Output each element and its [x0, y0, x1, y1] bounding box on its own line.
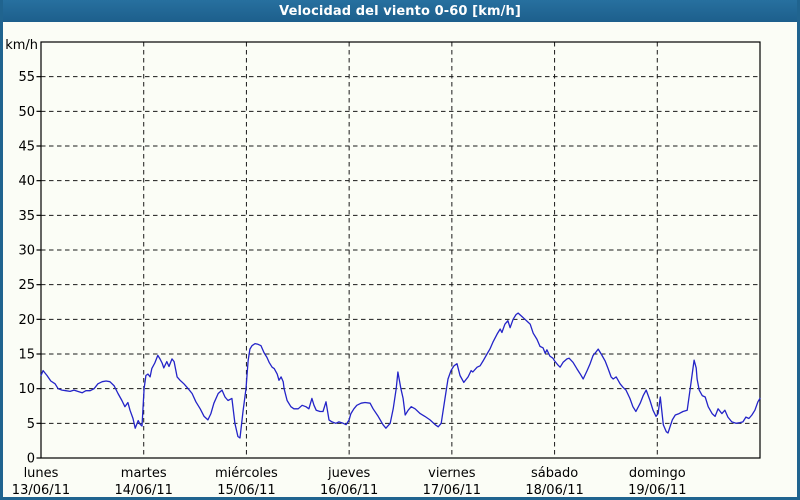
x-day-label-miércoles: miércoles [215, 466, 278, 481]
x-day-label-martes: martes [121, 466, 167, 481]
x-date-label-sábado: 18/06/11 [525, 483, 583, 498]
x-day-label-viernes: viernes [428, 466, 476, 481]
y-tick-label-45: 45 [18, 140, 35, 155]
app-window: Velocidad del viento 0-60 [km/h] km/h051… [0, 0, 800, 500]
x-day-label-sábado: sábado [531, 466, 578, 481]
y-tick-label-25: 25 [18, 278, 35, 293]
x-day-label-lunes: lunes [24, 466, 59, 481]
y-tick-label-50: 50 [18, 105, 35, 120]
y-tick-label-30: 30 [18, 244, 35, 259]
y-tick-label-20: 20 [18, 313, 35, 328]
x-date-label-jueves: 16/06/11 [320, 483, 378, 498]
x-date-label-lunes: 13/06/11 [12, 483, 70, 498]
y-tick-label-15: 15 [18, 348, 35, 363]
x-date-label-viernes: 17/06/11 [423, 483, 481, 498]
y-tick-label-10: 10 [18, 382, 35, 397]
y-tick-label-5: 5 [27, 417, 35, 432]
wind-speed-chart: km/h 0 5 10 15 20 25 30 35 40 45 50 55 lunes 13/06/11 m… [0, 0, 800, 500]
y-tick-label-35: 35 [18, 209, 35, 224]
x-date-label-miércoles: 15/06/11 [217, 483, 275, 498]
y-axis-unit-label: km/h [5, 38, 38, 53]
y-tick-label-0: 0 [27, 452, 35, 467]
y-tick-label-40: 40 [18, 174, 35, 189]
x-date-label-martes: 14/06/11 [115, 483, 173, 498]
x-day-label-domingo: domingo [629, 466, 686, 481]
x-date-label-domingo: 19/06/11 [628, 483, 686, 498]
y-tick-label-55: 55 [18, 70, 35, 85]
x-day-label-jueves: jueves [327, 466, 371, 481]
wind-speed-line [41, 313, 760, 438]
